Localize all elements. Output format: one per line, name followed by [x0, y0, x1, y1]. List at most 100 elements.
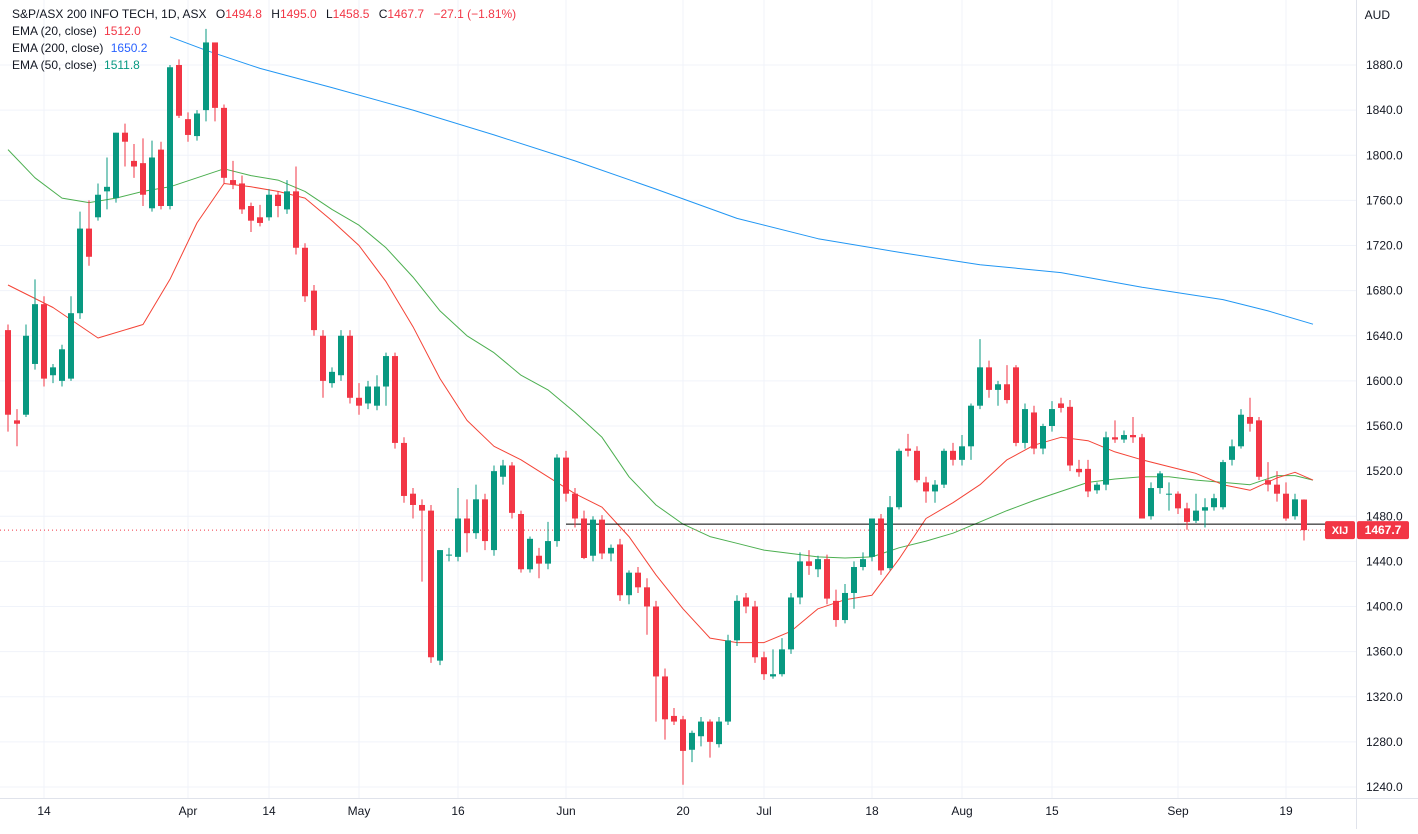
- candle-body: [689, 732, 695, 750]
- candle-body: [761, 657, 767, 675]
- candle-body: [1274, 484, 1280, 494]
- candle-body: [635, 572, 641, 588]
- candle-body: [1193, 510, 1199, 521]
- candle: [1031, 405, 1037, 455]
- candle: [941, 448, 947, 489]
- legend-ema200-row[interactable]: EMA (200, close) 1650.2: [12, 40, 516, 57]
- candle-body: [1112, 437, 1118, 440]
- candle-body: [959, 446, 965, 460]
- candle-body: [842, 592, 848, 621]
- candle-body: [851, 567, 857, 593]
- price-tick-label: 1680.0: [1366, 284, 1403, 298]
- candle: [122, 123, 128, 167]
- candle: [608, 544, 614, 562]
- candle-body: [1040, 426, 1046, 449]
- candle: [815, 555, 821, 578]
- candle-body: [1076, 468, 1082, 473]
- candle: [482, 493, 488, 551]
- price-tick-label: 1240.0: [1366, 780, 1403, 794]
- candle-body: [374, 386, 380, 406]
- candle-body: [797, 561, 803, 598]
- candle: [905, 433, 911, 457]
- candle-body: [1283, 493, 1289, 519]
- candle-body: [707, 721, 713, 742]
- candle-body: [941, 450, 947, 485]
- candle-body: [1175, 493, 1181, 509]
- candle-body: [1166, 493, 1172, 495]
- candle: [293, 166, 299, 255]
- time-tick-label: 16: [451, 804, 465, 818]
- candle-body: [968, 405, 974, 447]
- candle-body: [329, 371, 335, 384]
- candle-body: [392, 356, 398, 443]
- candle-body: [806, 561, 812, 566]
- price-tick-label: 1840.0: [1366, 103, 1403, 117]
- candle-body: [239, 183, 245, 210]
- candle: [347, 330, 353, 404]
- candle-body: [194, 113, 200, 137]
- ticker-badge-text: XIJ: [1332, 525, 1349, 537]
- candle-body: [122, 132, 128, 142]
- candle: [914, 446, 920, 483]
- candle: [131, 143, 137, 178]
- time-tick-label: May: [348, 804, 371, 818]
- price-tick-label: 1560.0: [1366, 419, 1403, 433]
- candle: [410, 488, 416, 519]
- ema20-label: EMA (20, close): [12, 24, 97, 38]
- candle-body: [1013, 367, 1019, 443]
- candle: [473, 484, 479, 539]
- candle: [1283, 482, 1289, 521]
- candle-body: [1292, 499, 1298, 517]
- ema20-value: 1512.0: [104, 24, 141, 38]
- candle: [1058, 397, 1064, 413]
- candle: [275, 191, 281, 218]
- legend-ema50-row[interactable]: EMA (50, close) 1511.8: [12, 57, 516, 74]
- candle-body: [1148, 488, 1154, 517]
- candle: [68, 296, 74, 381]
- candle: [41, 296, 47, 387]
- candle-body: [383, 356, 389, 387]
- symbol-title[interactable]: S&P/ASX 200 INFO TECH, 1D, ASX: [12, 7, 207, 21]
- candle: [14, 409, 20, 447]
- candle: [1238, 409, 1244, 449]
- candle-body: [950, 450, 956, 460]
- candle: [959, 435, 965, 466]
- candle: [887, 495, 893, 571]
- candle-body: [1256, 420, 1262, 477]
- close-value: 1467.7: [387, 7, 425, 21]
- price-tick-label: 1280.0: [1366, 735, 1403, 749]
- candle-body: [428, 510, 434, 658]
- candle: [446, 547, 452, 562]
- candle: [1148, 482, 1154, 520]
- candle: [365, 380, 371, 410]
- candle-body: [212, 42, 218, 108]
- candle-body: [743, 597, 749, 607]
- candle: [77, 211, 83, 319]
- candle: [311, 284, 317, 336]
- ema20-line: [7, 183, 1314, 644]
- candle-body: [545, 541, 551, 564]
- candle: [644, 578, 650, 635]
- candle-body: [923, 482, 929, 492]
- candle-body: [113, 132, 119, 199]
- candle-body: [824, 559, 830, 599]
- candle: [563, 450, 569, 502]
- price-tick-label: 1880.0: [1366, 58, 1403, 72]
- candle: [104, 157, 110, 210]
- candle-body: [833, 600, 839, 621]
- candle-body: [419, 504, 425, 511]
- candle: [932, 480, 938, 503]
- open-value: 1494.8: [225, 7, 262, 21]
- candle-body: [248, 206, 254, 221]
- candle: [1103, 431, 1109, 491]
- high-label: H: [271, 7, 280, 21]
- legend-ema20-row[interactable]: EMA (20, close) 1512.0: [12, 23, 516, 40]
- candle-body: [986, 367, 992, 390]
- candle: [491, 465, 497, 556]
- candle-body: [725, 640, 731, 722]
- candle: [1022, 403, 1028, 449]
- candle: [554, 454, 560, 547]
- candle: [1175, 491, 1181, 514]
